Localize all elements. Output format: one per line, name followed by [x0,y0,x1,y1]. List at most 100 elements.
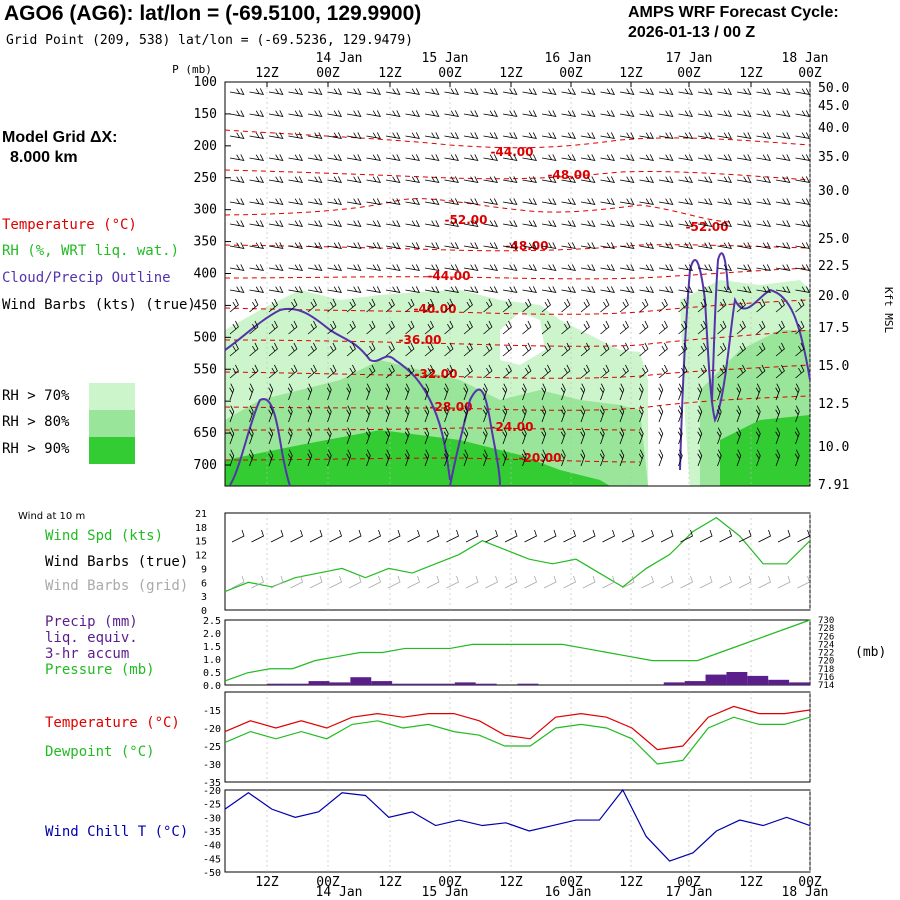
wind-barb [463,364,473,379]
wind-barb [288,242,304,249]
wind-barb [619,220,635,227]
wind-barb [658,154,674,161]
pressure-tick-label: 722 [818,649,834,659]
wind-barb [424,342,434,357]
wind-barb [561,342,571,357]
wind-barb [736,88,752,95]
wind-barb [522,242,538,249]
wind-barb [775,198,791,205]
wind-barb [560,405,566,423]
wind-tick-label: 12 [195,551,207,562]
wind-barb [755,405,761,423]
date-label-top: 16 Jan [545,51,592,66]
date-label-bottom: 16 Jan [545,885,592,900]
precip-bar [329,682,351,685]
wind-barb [756,286,772,293]
temperature-contour-label: -52.00 [686,220,729,234]
wind-barb [795,132,811,139]
wind-barb [561,320,571,335]
wind-barb [502,132,518,139]
wind-barb [463,132,479,139]
wind-barb [795,88,811,95]
precip-bar [768,679,790,685]
wind-barb [268,110,284,117]
wind-barb [268,264,284,271]
wind-barb [229,132,245,139]
wind-barb [795,154,811,161]
wind-barb [717,242,733,249]
cloud-outline [449,388,501,487]
wind-barb [249,342,259,357]
wind-barb [249,320,259,335]
wind-barb [385,242,401,249]
wind-barb-grid [582,575,596,589]
wind-barb [463,427,469,445]
wind-barb [326,427,332,445]
precip-legend-label: liq. equiv. [45,630,138,646]
wind-barb [795,220,811,227]
wind-barb [288,286,304,293]
wind-barb [600,320,610,335]
wind-barb [561,242,577,249]
wind-barb [580,242,596,249]
wind-barb [229,198,245,205]
wind-barb [658,449,664,467]
wind-barb [717,132,733,139]
wind-barb [717,176,733,183]
wind-barb [483,176,499,183]
wind-tick-label: 6 [201,578,207,589]
wind-barb [639,132,655,139]
wind-barb-grid [680,575,693,589]
wind-barb [502,383,508,401]
wind-barb [795,342,805,357]
wind-barb [541,298,551,313]
height-tick-label: 35.0 [818,150,849,165]
wind-barb [287,405,293,423]
wind-barb [483,88,499,95]
wind-barb [366,154,382,161]
wind-barb [366,286,382,293]
wind-barb [249,88,265,95]
wind-barb [405,242,421,249]
wind-barb [717,320,727,335]
wind-barb [755,383,761,401]
wind-barb [697,264,713,271]
wind-chill-panel-frame [224,789,811,873]
wind-barb [483,342,493,357]
wind-panel-title: Wind at 10 m [18,511,85,522]
wind-barb [444,110,460,117]
wind-barb [758,529,771,543]
wind-barb [697,449,703,467]
wind-barb [482,405,488,423]
wind-barb [463,383,469,401]
wind-barb [600,176,616,183]
wind-barb [736,110,752,117]
wind-barb [502,264,518,271]
wind-barb [756,364,766,379]
wind-barb [327,298,337,313]
wind-barb [366,298,376,313]
precip-tick-label: 1.5 [203,642,221,653]
wind-barb-grid [719,575,732,589]
wind-barb [288,220,304,227]
wind-barb [775,220,791,227]
wind-barb [385,110,401,117]
wind-barb [307,320,317,335]
wind-barb [580,264,596,271]
pressure-tick-label: 300 [194,203,217,218]
wind-barb [600,364,610,379]
wind-barb [522,88,538,95]
wind-barb [795,298,805,313]
wind-barb [522,176,538,183]
wind-barb [521,449,527,467]
wind-barb [424,132,440,139]
date-label-bottom: 18 Jan [782,885,829,900]
forecast-cycle-title: AMPS WRF Forecast Cycle: 2026-01-13 / 00… [628,3,839,43]
temperature-contour [224,329,811,347]
wind-barb [639,286,655,293]
wind-barb [463,320,473,335]
grid-point-label: Grid Point (209, 538) lat/lon = (-69.523… [6,33,413,48]
time-tick-label-top: 00Z [559,66,583,81]
wind-barb [346,132,362,139]
date-label-top: 14 Jan [316,51,363,66]
